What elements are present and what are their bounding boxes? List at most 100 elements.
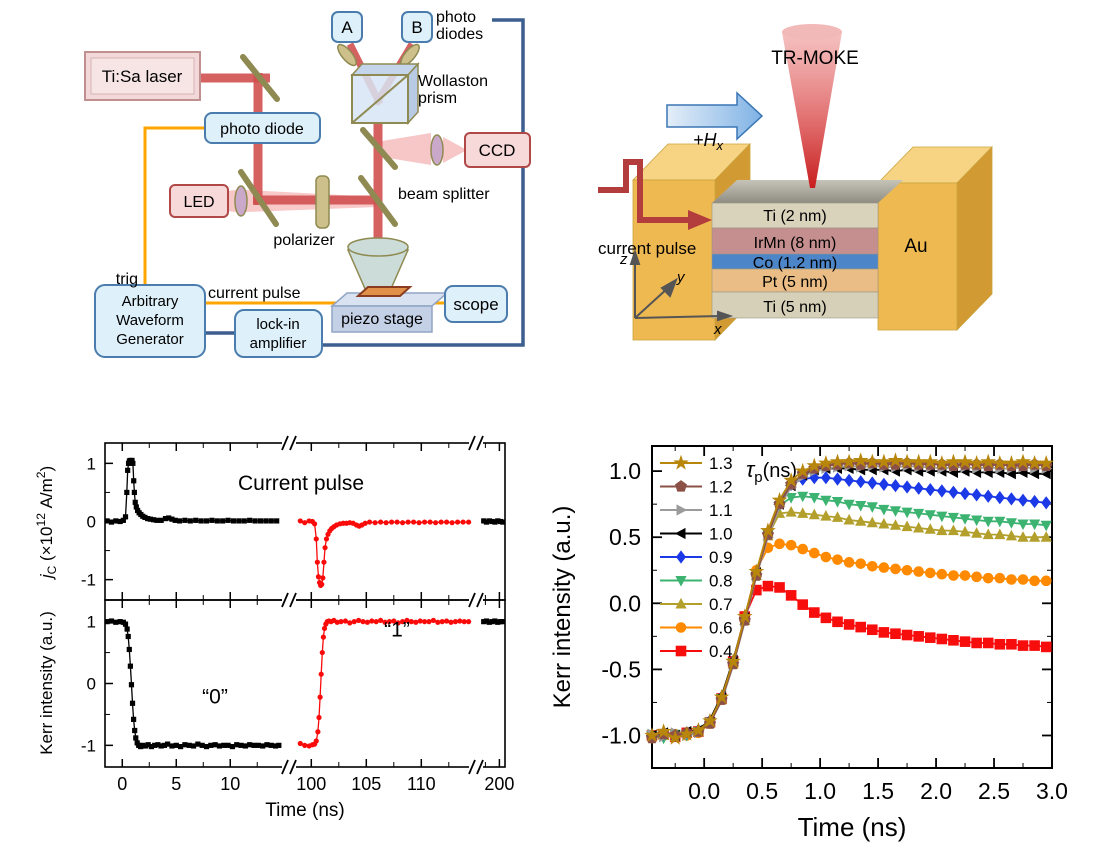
x-tick-label: 0.0 bbox=[688, 778, 720, 804]
sample-diagram-svg: Au Ti (2 nm) IrMn (8 nm) Co (1.2 nm) Pt … bbox=[598, 24, 993, 341]
legend-label: 1.0 bbox=[709, 525, 733, 544]
axis-break bbox=[469, 438, 483, 448]
field-label: +Hx bbox=[693, 130, 724, 153]
mirror-2 bbox=[238, 169, 279, 227]
polarizer-element bbox=[315, 175, 330, 229]
x-tick-label: 2.0 bbox=[920, 778, 952, 804]
mirror-1 bbox=[240, 54, 280, 102]
panel-kerr: 1 0 -1 “0” “1” bbox=[81, 599, 506, 768]
right-electrode: Au bbox=[877, 146, 993, 331]
series-state-right bbox=[481, 618, 506, 625]
panel-current: 1 0 -1 Current pulse bbox=[81, 442, 506, 601]
x-tick-label: 0 bbox=[117, 774, 127, 794]
laser-box: Ti:Sa laser bbox=[84, 51, 201, 101]
legend-title: τp(ns) bbox=[746, 457, 797, 486]
layer-stack bbox=[711, 202, 879, 319]
detector-a-box: A bbox=[331, 11, 363, 43]
photodiodes-label-2: diodes bbox=[436, 26, 483, 43]
current-pulse-wire-label: current pulse bbox=[208, 285, 301, 302]
right-chart: Kerr intensity (a.u.) Time (ns) τp(ns) 0… bbox=[540, 428, 1095, 853]
setup-diagram: Ti:Sa laser photo diode A B LED CCD scop… bbox=[60, 0, 540, 375]
axis-break bbox=[469, 762, 483, 772]
lockin-label-1: lock-in bbox=[256, 316, 299, 333]
x-tick-label: 5 bbox=[171, 774, 181, 794]
y-tick-label: 1.0 bbox=[609, 458, 641, 484]
annotation: Current pulse bbox=[238, 472, 364, 495]
objective-lens bbox=[346, 237, 410, 292]
awg-label-3: Generator bbox=[116, 331, 184, 348]
left-chart-ylabel-current: jC (×1012 A/m2) bbox=[34, 466, 59, 580]
x-tick-label: 100 bbox=[296, 774, 326, 794]
series-1.3 bbox=[644, 452, 1054, 745]
current-pulse-label: current pulse bbox=[598, 239, 696, 258]
axis-z-label: z bbox=[619, 251, 628, 268]
right-chart-ylabel: Kerr intensity (a.u.) bbox=[549, 506, 576, 709]
y-tick-label: 0.0 bbox=[609, 590, 641, 616]
trigger-wire bbox=[143, 126, 205, 285]
right-chart-plot: 0.0 0.5 1.0 1.5 2.0 2.5 3.0 -1.0 -0.5 0.0 0.5 1.0 1.… bbox=[601, 445, 1068, 804]
axis-break bbox=[282, 438, 296, 448]
series-switch-down bbox=[104, 618, 282, 750]
beam-splitter-plate bbox=[358, 175, 398, 227]
legend-item-0.9: 0.9 bbox=[660, 548, 733, 567]
legend-label: 1.2 bbox=[709, 478, 733, 497]
polarizer-label: polarizer bbox=[273, 232, 335, 249]
wollaston-label-1: Wollaston bbox=[418, 73, 488, 90]
ccd-lens-icon bbox=[430, 134, 444, 166]
wollaston-prism bbox=[350, 62, 420, 125]
layer-label-ti-bottom: Ti (5 nm) bbox=[763, 299, 826, 316]
lockin-label-2: amplifier bbox=[250, 335, 307, 352]
ccd-pickoff-mirror bbox=[360, 127, 398, 170]
legend-item-1.3: 1.3 bbox=[660, 454, 733, 473]
probe-beam-icon bbox=[782, 24, 842, 188]
photo-diode-label: photo diode bbox=[220, 121, 304, 138]
photodiodes-label-1: photo bbox=[436, 9, 476, 26]
legend-item-1.2: 1.2 bbox=[660, 478, 733, 497]
legend-label: 0.9 bbox=[709, 548, 733, 567]
layer-label-ti-top: Ti (2 nm) bbox=[763, 208, 826, 225]
piezo-stage bbox=[329, 286, 450, 333]
layer-irmn bbox=[711, 227, 879, 255]
annotation: “1” bbox=[384, 619, 410, 642]
y-tick-label: 0.5 bbox=[609, 524, 641, 550]
x-tick-label: 200 bbox=[484, 774, 514, 794]
led-lens-icon bbox=[234, 185, 248, 217]
layer-label-irmn: IrMn (8 nm) bbox=[754, 235, 837, 252]
axis-x-label: x bbox=[713, 321, 722, 338]
beam-splitter-label: beam splitter bbox=[398, 186, 490, 203]
series-pulse-positive bbox=[104, 457, 280, 525]
x-tick-label: 10 bbox=[220, 774, 240, 794]
axis-break bbox=[469, 595, 483, 605]
legend-item-0.8: 0.8 bbox=[660, 572, 733, 591]
left-chart-xlabel: Time (ns) bbox=[265, 800, 345, 821]
coordinate-axes bbox=[629, 248, 734, 322]
series-pulse-negative bbox=[297, 518, 472, 589]
setup-diagram-svg: Ti:Sa laser photo diode A B LED CCD scop… bbox=[84, 9, 531, 358]
series-switch-up bbox=[297, 617, 472, 749]
awg-box: Arbitrary Waveform Generator bbox=[94, 284, 206, 358]
legend-label: 0.4 bbox=[709, 642, 733, 661]
legend-item-0.7: 0.7 bbox=[660, 595, 733, 614]
photo-diode-box: photo diode bbox=[204, 112, 321, 144]
stack-top-face bbox=[712, 180, 903, 203]
y-tick-label: 1 bbox=[87, 613, 96, 632]
wollaston-label-2: prism bbox=[418, 90, 457, 107]
scope-box: scope bbox=[444, 285, 508, 323]
axis-break bbox=[282, 595, 296, 605]
x-tick-label: 2.5 bbox=[978, 778, 1010, 804]
y-tick-label: -0.5 bbox=[601, 656, 641, 682]
lens-a-icon bbox=[337, 43, 357, 67]
series-baseline-right bbox=[481, 518, 506, 525]
field-arrow-icon bbox=[666, 91, 764, 141]
awg-label-1: Arbitrary bbox=[122, 293, 179, 310]
left-chart-svg: jC (×1012 A/m2) Kerr intensity (a.u.) Ti… bbox=[34, 435, 514, 821]
tr-moke-label: TR-MOKE bbox=[771, 48, 859, 69]
ccd-cone bbox=[382, 133, 431, 165]
series-0.8 bbox=[646, 491, 1052, 745]
layer-ti-bottom bbox=[711, 291, 879, 319]
axis-y-label: y bbox=[676, 269, 686, 286]
x-tick-label: 1.5 bbox=[862, 778, 894, 804]
layer-labels: Ti (2 nm) IrMn (8 nm) Co (1.2 nm) Pt (5 … bbox=[753, 208, 837, 316]
legend-item-1.1: 1.1 bbox=[660, 501, 733, 520]
